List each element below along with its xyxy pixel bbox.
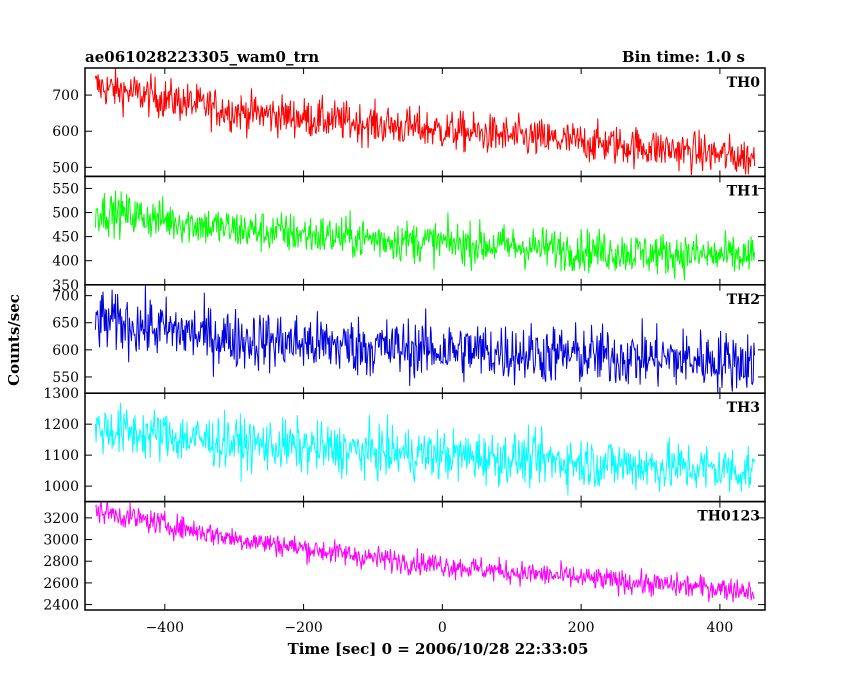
- x-axis-label: Time [sec] 0 = 2006/10/28 22:33:05: [288, 640, 589, 658]
- panel-label-th1: TH1: [727, 183, 760, 199]
- y-tick-label: 1100: [43, 448, 79, 464]
- y-tick-label: 400: [52, 254, 79, 270]
- panel-label-th2: TH2: [727, 292, 760, 308]
- panel-th1: 350 400 450 500 550 TH1: [52, 175, 766, 294]
- panel-th2: 550 600 650 700 TH2: [52, 284, 766, 394]
- y-tick-label: 1000: [43, 479, 79, 495]
- y-tick-label: 500: [52, 206, 79, 222]
- y-tick-label: 500: [52, 160, 79, 176]
- y-axis-label: Counts/sec: [5, 294, 23, 386]
- x-tick-label: 0: [438, 620, 447, 636]
- panel-label-th3: TH3: [727, 400, 760, 416]
- series-line-th0123: [95, 501, 755, 603]
- y-tick-label: 700: [52, 88, 79, 104]
- panel-th3: 1000 1100 1200 1300 TH3: [43, 386, 766, 503]
- bin-time-label: Bin time: 1.0 s: [622, 48, 745, 66]
- x-tick-label: −200: [284, 620, 322, 636]
- panel-label-th0123: TH0123: [697, 509, 760, 525]
- y-tick-label: 1200: [43, 417, 79, 433]
- y-tick-label: 2600: [43, 576, 79, 592]
- panel-label-th0: TH0: [727, 75, 761, 91]
- panel-th0: 500 600 700 TH0: [52, 67, 766, 178]
- y-tick-label: 650: [52, 316, 79, 332]
- x-tick-label: 400: [707, 620, 734, 636]
- panel-frame: [84, 67, 766, 178]
- series-line-th3: [94, 402, 756, 496]
- series-line-th1: [94, 190, 756, 281]
- series-line-th0: [94, 68, 756, 176]
- y-tick-label: 1300: [43, 386, 79, 402]
- panel-th0123: 2400 2600 2800 3000 3200 TH0123: [43, 500, 766, 614]
- panel-frame: [84, 500, 766, 611]
- y-tick-label: 3000: [43, 533, 79, 549]
- y-tick-label: 600: [52, 124, 79, 140]
- y-tick-label: 550: [52, 370, 79, 386]
- y-tick-label: 350: [52, 278, 79, 294]
- y-tick-label: 450: [52, 230, 79, 246]
- series-line-th2: [94, 284, 756, 394]
- y-tick-label: 600: [52, 343, 79, 359]
- chart-title: ae061028223305_wam0_trn: [85, 48, 319, 66]
- panels-group: 500 600 700 TH0 350 400 450 500 550 TH1 550 600 650 7…: [43, 67, 766, 636]
- x-tick-label: −400: [146, 620, 184, 636]
- y-tick-label: 550: [52, 181, 79, 197]
- x-tick-label: 200: [568, 620, 595, 636]
- y-tick-label: 700: [52, 289, 79, 305]
- y-tick-label: 2800: [43, 554, 79, 570]
- y-tick-label: 2400: [43, 598, 79, 614]
- y-tick-label: 3200: [43, 511, 79, 527]
